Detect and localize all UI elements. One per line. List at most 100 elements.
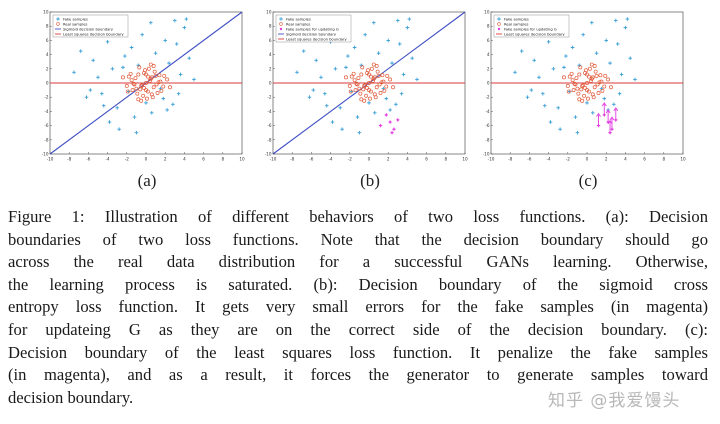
real-sample-point [141, 93, 146, 98]
real-sample-point [580, 83, 585, 88]
magenta-sample-point [395, 117, 400, 123]
real-sample-point [149, 92, 154, 97]
fake-sample-point [519, 49, 524, 53]
real-sample-point [594, 73, 599, 78]
fake-sample-point [594, 51, 599, 55]
fake-sample-point [376, 51, 381, 55]
magenta-sample-point [613, 117, 618, 123]
fake-sample-point [546, 40, 551, 44]
magenta-sample-point [605, 119, 611, 125]
real-sample-point [131, 81, 136, 86]
real-sample-point [363, 83, 368, 88]
y-tick-label: -4 [485, 109, 490, 114]
fake-sample-point [163, 38, 167, 43]
real-sample-point [592, 64, 597, 68]
real-sample-point [144, 88, 148, 93]
caption-line: across the real data distribution for a … [8, 252, 708, 272]
fake-sample-point [532, 58, 536, 63]
fake-sample-point [384, 96, 389, 101]
x-tick-label: 0 [368, 157, 371, 162]
fake-sample-point [614, 18, 618, 23]
real-sample-point [124, 83, 129, 88]
real-sample-point [384, 84, 389, 89]
real-sample-point [348, 89, 353, 94]
fake-sample-point [88, 88, 93, 92]
fake-sample-point [107, 120, 112, 124]
real-sample-point [565, 83, 570, 88]
magenta-sample-point [602, 112, 607, 118]
x-tick-label: -2 [566, 157, 571, 162]
real-sample-point [378, 90, 383, 95]
arrow-head [613, 107, 619, 112]
y-tick-label: -8 [44, 137, 49, 142]
real-sample-point [585, 72, 589, 77]
fake-sample-point [167, 61, 171, 65]
fake-sample-point [96, 75, 100, 80]
legend-marker-real [279, 22, 283, 26]
real-sample-point [140, 83, 145, 88]
x-tick-label: 2 [164, 157, 167, 162]
y-tick-label: -6 [267, 123, 272, 128]
x-tick-label: 6 [643, 157, 646, 162]
fake-sample-point [355, 115, 360, 119]
subfigure-label-a: (a) [137, 171, 157, 190]
real-sample-point [352, 78, 357, 83]
fake-sample-point [633, 77, 637, 82]
fake-sample-point [182, 25, 187, 30]
x-tick-label: 2 [387, 157, 390, 162]
real-sample-point [566, 89, 571, 94]
legend-marker-fake [56, 17, 60, 21]
fake-sample-point [115, 106, 119, 110]
fake-sample-point [149, 111, 154, 115]
y-tick-label: 8 [487, 24, 490, 29]
y-tick-label: 4 [269, 52, 272, 57]
y-tick-label: 0 [487, 81, 490, 86]
real-sample-point [586, 96, 590, 101]
fake-sample-point [541, 91, 545, 96]
real-sample-point [391, 85, 395, 90]
fake-sample-point [570, 45, 575, 50]
legend-entry: Real samples [286, 22, 311, 26]
real-sample-point [370, 78, 375, 83]
real-sample-point [606, 77, 611, 82]
fake-sample-point [542, 103, 547, 108]
real-sample-point [365, 86, 370, 90]
y-tick-label: -6 [44, 123, 49, 128]
fake-sample-point [149, 20, 153, 25]
real-sample-point [359, 72, 364, 77]
y-tick-label: 10 [266, 10, 272, 15]
real-sample-point [583, 86, 588, 90]
real-sample-point [369, 66, 374, 71]
y-tick-label: -10 [265, 152, 272, 157]
y-tick-label: -4 [44, 109, 49, 114]
fake-sample-point [410, 56, 414, 60]
fake-sample-point [314, 58, 318, 63]
legend-entry: Real samples [504, 22, 529, 26]
caption-line: Decision boundary of the least squares l… [8, 342, 708, 362]
arrow-head [605, 109, 611, 114]
fake-sample-point [338, 106, 342, 110]
real-sample-point [126, 74, 131, 79]
fake-sample-point [564, 54, 568, 58]
x-tick-label: 8 [662, 157, 665, 162]
fake-sample-point [548, 120, 553, 124]
real-sample-point [379, 80, 384, 85]
real-sample-point [356, 76, 361, 80]
fake-sample-point [399, 91, 404, 96]
fake-sample-point [556, 106, 560, 110]
real-sample-point [368, 96, 372, 101]
magenta-sample-point [607, 130, 613, 135]
real-sample-point [157, 73, 162, 78]
fake-sample-point [525, 95, 530, 99]
fake-sample-point [372, 20, 376, 25]
magenta-sample-point [391, 126, 397, 132]
fake-sample-point [551, 67, 556, 71]
real-sample-point [146, 66, 151, 71]
x-tick-label: -6 [86, 157, 91, 162]
real-sample-point [366, 68, 370, 73]
figure: -10 -8 -6 -4 -2 0 2 4 6 8 10 10 8 6 4 2 0 -2 -4 -6 -8 -10 Fake… [0, 0, 720, 191]
real-sample-point [585, 81, 589, 85]
real-sample-point [134, 86, 139, 91]
real-sample-point [139, 83, 144, 88]
real-sample-point [361, 87, 366, 92]
